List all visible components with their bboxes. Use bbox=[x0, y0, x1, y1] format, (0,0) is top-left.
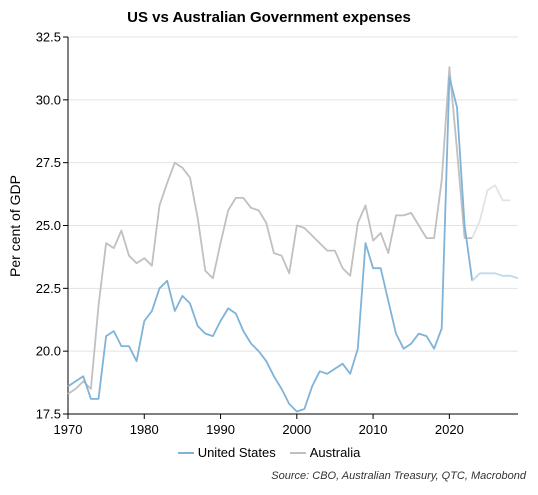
y-tick-label: 25.0 bbox=[36, 218, 61, 233]
y-tick-label: 17.5 bbox=[36, 407, 61, 422]
legend-label-australia: Australia bbox=[309, 445, 361, 460]
y-tick-label: 27.5 bbox=[36, 155, 61, 170]
series-line-australia-forecast bbox=[471, 184, 511, 239]
legend: United States Australia bbox=[0, 445, 538, 460]
x-tick-label: 2000 bbox=[282, 422, 311, 437]
legend-label-united-states: United States bbox=[197, 445, 276, 460]
x-tick-label: 1990 bbox=[206, 422, 235, 437]
chart-title: US vs Australian Government expenses bbox=[127, 9, 411, 26]
y-tick-label: 32.5 bbox=[36, 30, 61, 45]
x-tick-label: 2010 bbox=[359, 422, 388, 437]
y-axis-title: Per cent of GDP bbox=[7, 175, 23, 277]
series-lines bbox=[67, 66, 519, 413]
legend-item-united-states: United States bbox=[177, 445, 276, 460]
source-note: Source: CBO, Australian Treasury, QTC, M… bbox=[271, 470, 526, 482]
axes: 17.5 20.0 22.5 25.0 27.5 30.0 32.5 1970 1980 1990… bbox=[36, 30, 518, 437]
series-line-united-states-forecast bbox=[471, 272, 519, 282]
x-tick-label: 2020 bbox=[435, 422, 464, 437]
x-tick-label: 1980 bbox=[130, 422, 159, 437]
legend-swatch-united-states bbox=[177, 451, 194, 454]
y-tick-label: 20.0 bbox=[36, 344, 61, 359]
x-tick-label: 1970 bbox=[54, 422, 83, 437]
series-line-united-states bbox=[67, 76, 474, 413]
legend-swatch-australia bbox=[289, 451, 306, 454]
y-tick-label: 30.0 bbox=[36, 92, 61, 107]
y-tick-label: 22.5 bbox=[36, 281, 61, 296]
legend-item-australia: Australia bbox=[289, 445, 361, 460]
series-line-australia bbox=[67, 66, 473, 395]
